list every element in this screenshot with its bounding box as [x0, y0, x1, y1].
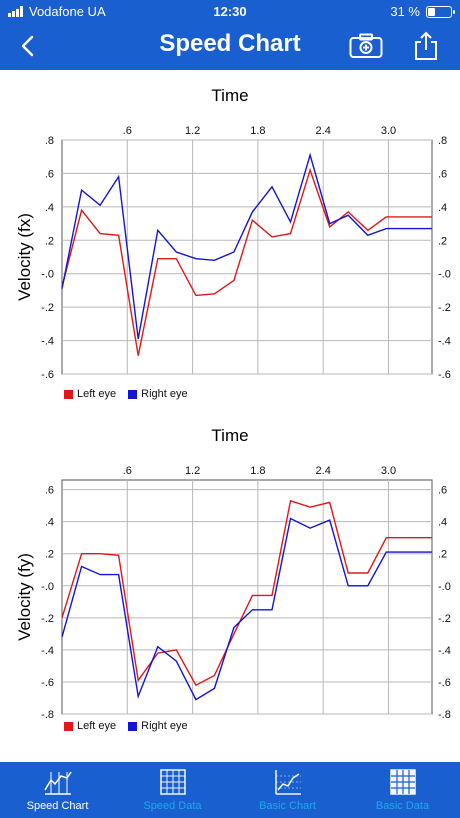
- y-tick-label-right: -.6: [438, 369, 451, 381]
- nav-bar: Speed Chart: [0, 22, 460, 70]
- y-tick-label-right: -.6: [438, 677, 451, 689]
- camera-button[interactable]: [346, 30, 386, 62]
- y-tick-label-right: -.8: [438, 709, 451, 721]
- legend-swatch-right: [128, 721, 138, 731]
- x-tick-label: 1.2: [185, 125, 200, 137]
- signal-icon: [8, 6, 23, 17]
- grid-table-icon: [389, 769, 416, 795]
- y-tick-label-right: -.0: [438, 269, 451, 281]
- tab-label: Basic Data: [375, 800, 430, 812]
- legend-item-left-eye: Left eye: [64, 720, 116, 732]
- y-tick-label-left: -.6: [41, 369, 54, 381]
- tab-label: Speed Data: [143, 800, 202, 812]
- y-tick-label-right: -.2: [438, 613, 451, 625]
- status-time: 12:30: [213, 4, 247, 19]
- y-tick-label-right: .4: [438, 517, 447, 529]
- y-tick-label-left: -.2: [41, 302, 54, 314]
- chart-1-title: Time: [211, 86, 249, 105]
- y-axis-label: Velocity (fy): [15, 553, 34, 641]
- plot-frame: [61, 139, 433, 375]
- share-icon: [415, 31, 437, 60]
- y-tick-label-left: -.0: [41, 269, 54, 281]
- tab-speed-chart[interactable]: Speed Chart: [0, 762, 115, 818]
- legend-label-left: Left eye: [77, 720, 117, 732]
- chart-2-legend: Left eye Right eye: [64, 720, 188, 732]
- tab-label: Speed Chart: [26, 800, 89, 812]
- y-tick-label-left: .2: [45, 549, 54, 561]
- velocity-fy-chart: .6 1.2 1.8 2.4 3.0 -.8 -.8 -.6 -.6 -.4 -.4 -.2 -.2 -.…: [15, 465, 451, 721]
- legend-item-right-eye: Right eye: [128, 388, 188, 400]
- x-tick-label: 2.4: [316, 125, 331, 137]
- y-tick-label-left: -.0: [41, 581, 54, 593]
- y-tick-label-left: .6: [45, 485, 54, 497]
- battery-fill: [428, 7, 435, 16]
- legend-label-left: Left eye: [77, 388, 117, 400]
- x-tick-label: .6: [123, 125, 132, 137]
- battery-percent: 31 %: [390, 4, 420, 19]
- y-tick-label-right: -.0: [438, 581, 451, 593]
- scatter-chart-icon: [274, 770, 301, 795]
- y-tick-label-right: .6: [438, 168, 447, 180]
- y-tick-label-right: .8: [438, 135, 447, 147]
- share-button[interactable]: [406, 30, 446, 62]
- y-tick-label-left: -.8: [41, 709, 54, 721]
- y-tick-label-left: .4: [45, 202, 54, 214]
- legend-swatch-left: [64, 721, 73, 731]
- chart-2-title: Time: [211, 426, 249, 445]
- status-right: 31 %: [390, 4, 455, 19]
- x-tick-label: 1.2: [185, 465, 200, 477]
- velocity-fx-chart: .6 1.2 1.8 2.4 3.0 -.6 -.6 -.4 -.4 -.2 -.2 -.0 -.0 .2…: [15, 125, 451, 381]
- y-tick-label-right: .2: [438, 549, 447, 561]
- y-tick-label-left: -.6: [41, 677, 54, 689]
- legend-label-right: Right eye: [141, 388, 188, 400]
- legend-item-right-eye: Right eye: [128, 720, 188, 732]
- y-tick-label-left: .2: [45, 235, 54, 247]
- x-tick-label: 2.4: [316, 465, 331, 477]
- y-tick-label-right: -.2: [438, 302, 451, 314]
- line-chart-icon: [43, 771, 72, 795]
- camera-icon: [349, 33, 383, 58]
- legend-item-left-eye: Left eye: [64, 388, 116, 400]
- chevron-left-icon: [21, 35, 34, 57]
- carrier-name: Vodafone UA: [29, 4, 106, 19]
- tab-label: Basic Chart: [259, 800, 316, 812]
- x-tick-label: 1.8: [250, 125, 265, 137]
- y-tick-label-left: .6: [45, 168, 54, 180]
- y-tick-label-left: -.2: [41, 613, 54, 625]
- x-tick-label: .6: [123, 465, 132, 477]
- y-tick-label-left: -.4: [41, 336, 54, 348]
- charts-container: Time .6 1.2 1.8 2.4 3.0 -.6 -.6 -.4 -.4 -.2 -.2 -.0…: [0, 70, 460, 762]
- battery-icon: [426, 5, 455, 18]
- y-tick-label-right: -.4: [438, 645, 451, 657]
- series-line-left-eye: [61, 499, 432, 687]
- tab-bar: Speed Chart Speed Data Basic Chart Basic…: [0, 762, 460, 818]
- legend-swatch-right: [128, 389, 138, 399]
- x-tick-label: 3.0: [381, 125, 396, 137]
- series-line-right-eye: [61, 517, 432, 701]
- series-line-left-eye: [61, 167, 432, 356]
- y-tick-label-right: -.4: [438, 336, 451, 348]
- legend-swatch-left: [64, 389, 73, 399]
- y-tick-label-left: .8: [45, 135, 54, 147]
- y-axis-label: Velocity (fx): [15, 213, 34, 301]
- status-left: Vodafone UA: [8, 4, 106, 19]
- legend-label-right: Right eye: [141, 720, 188, 732]
- y-tick-label-right: .2: [438, 235, 447, 247]
- tab-basic-chart[interactable]: Basic Chart: [230, 762, 345, 818]
- tab-speed-data[interactable]: Speed Data: [115, 762, 230, 818]
- x-tick-label: 3.0: [381, 465, 396, 477]
- back-button[interactable]: [8, 30, 48, 62]
- page-title: Speed Chart: [159, 30, 301, 57]
- chart-1-legend: Left eye Right eye: [64, 388, 188, 400]
- x-tick-label: 1.8: [250, 465, 265, 477]
- y-tick-label-left: -.4: [41, 645, 54, 657]
- y-tick-label-left: .4: [45, 517, 54, 529]
- y-tick-label-right: .6: [438, 485, 447, 497]
- grid-table-icon: [159, 769, 186, 795]
- plot-frame: [61, 479, 433, 715]
- status-bar: Vodafone UA 12:30 31 %: [0, 0, 460, 22]
- tab-basic-data[interactable]: Basic Data: [345, 762, 460, 818]
- y-tick-label-right: .4: [438, 202, 447, 214]
- series-line-right-eye: [61, 152, 432, 340]
